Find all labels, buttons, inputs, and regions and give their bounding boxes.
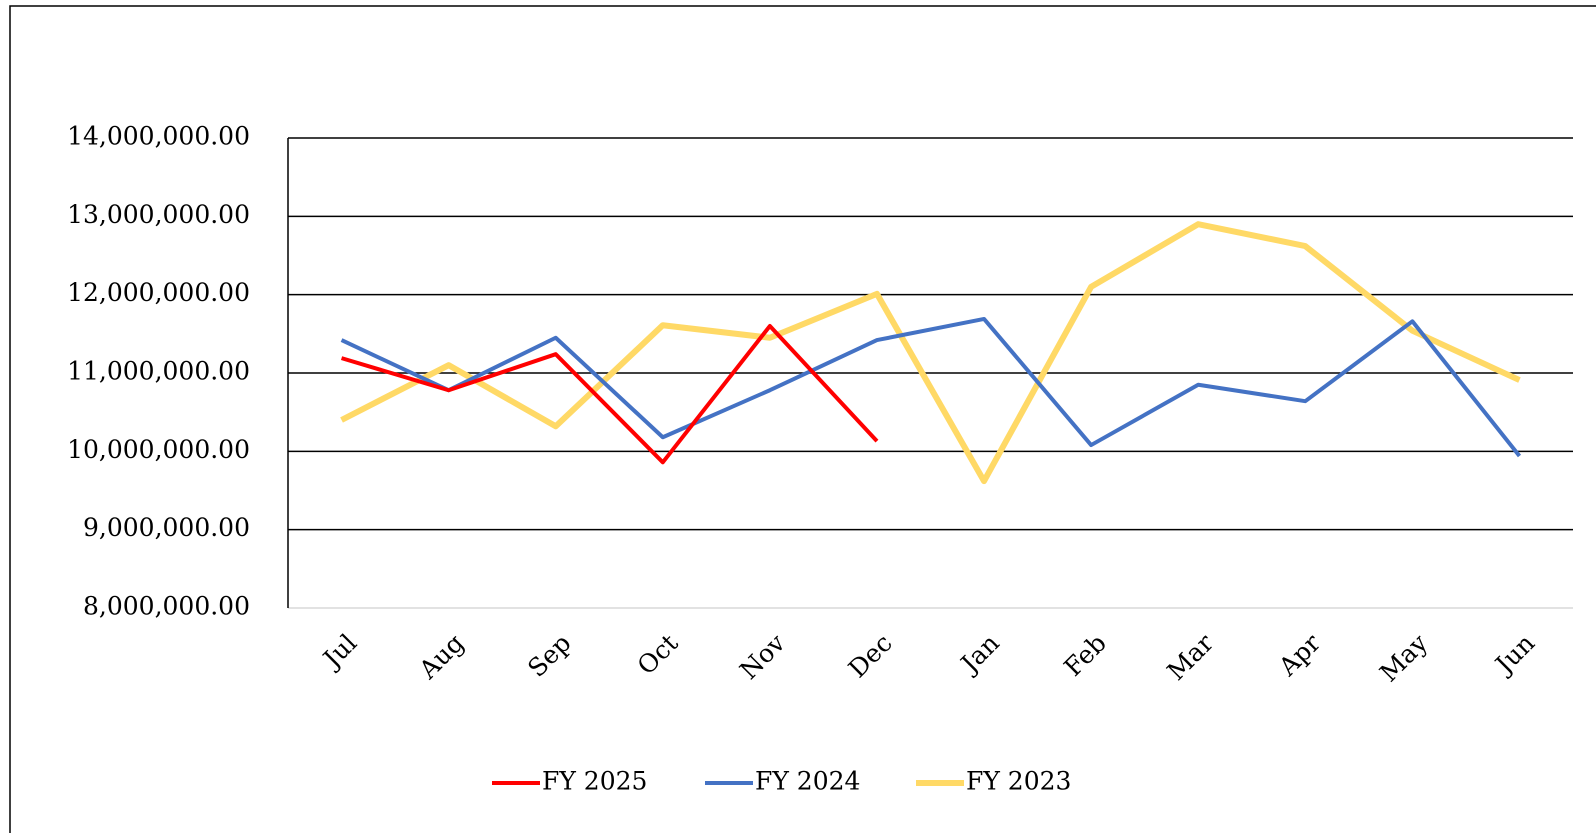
y-tick-label: 13,000,000.00: [67, 200, 250, 229]
y-tick-label: 8,000,000.00: [83, 592, 250, 621]
series-line: [340, 221, 1521, 485]
y-tick-label: 11,000,000.00: [67, 357, 250, 386]
legend-label: FY 2025: [542, 767, 647, 796]
series-line: [340, 324, 879, 465]
y-tick-label: 9,000,000.00: [83, 513, 250, 542]
y-tick-label: 10,000,000.00: [67, 435, 250, 464]
y-tick-label: 14,000,000.00: [67, 122, 250, 151]
legend-label: FY 2024: [755, 767, 860, 796]
y-tick-label: 12,000,000.00: [67, 278, 250, 307]
chart-frame: [9, 5, 1596, 833]
legend-label: FY 2023: [966, 767, 1071, 796]
series-line: [340, 316, 1522, 458]
